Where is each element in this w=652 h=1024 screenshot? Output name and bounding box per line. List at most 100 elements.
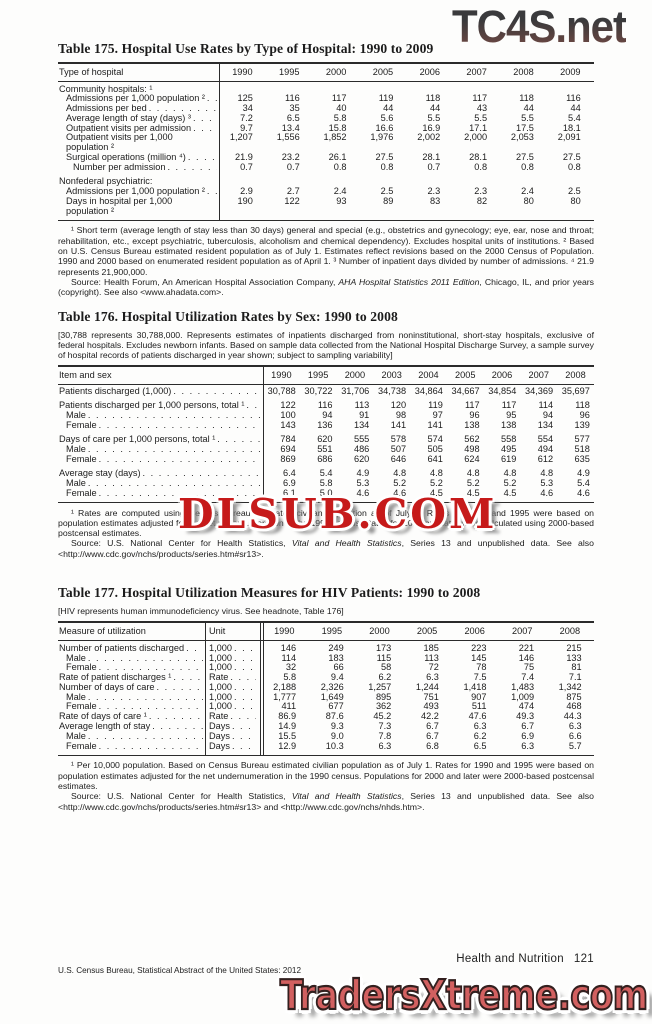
row-label: Male xyxy=(66,653,86,663)
data-cell: 1,009 xyxy=(511,692,535,702)
data-cell: 5.5 xyxy=(427,113,441,123)
data-cell: 4.8 xyxy=(430,469,443,479)
row-label-cell: Admissions per 1,000 population ² xyxy=(58,94,219,104)
source-text: Source: Health Forum, An American Hospit… xyxy=(71,276,339,287)
row-label: Outpatient visits per 1,000 population ² xyxy=(66,133,173,153)
dot-leader xyxy=(234,644,256,654)
data-cell: 5.2 xyxy=(393,478,407,488)
data-cell: 117 xyxy=(501,401,517,411)
data-cell: 7.1 xyxy=(568,673,582,683)
row-label-cell: Female xyxy=(58,742,205,752)
data-cell: 2.4 xyxy=(521,186,534,196)
footnote: ¹ Rates are computed using Census Bureau… xyxy=(58,507,594,539)
watermark-tradersxtreme: TradersXtreme.com xyxy=(279,971,649,1021)
data-cell: 145 xyxy=(471,653,487,663)
table-row: Male 100 94 91 98 97 96 95 94 96 xyxy=(58,411,594,421)
data-cell: 44 xyxy=(570,104,581,114)
data-cell: 118 xyxy=(519,94,534,104)
data-cell: 2,326 xyxy=(320,682,344,692)
row-label-cell: Community hospitals: ¹ xyxy=(58,85,219,95)
row-label-cell: Female xyxy=(58,489,263,499)
table-177-headnote: [HIV represents human immunodeficiency v… xyxy=(58,606,344,616)
data-cell: 4.9 xyxy=(577,469,590,479)
data-cell: 4.5 xyxy=(430,488,443,498)
data-cell: 141 xyxy=(427,421,443,430)
data-cell: 2,002 xyxy=(417,133,441,143)
data-cell: 4.5 xyxy=(503,488,517,498)
row-label-cell: Male xyxy=(58,445,263,455)
table-row: Average stay (days) 6.4 5.4 4.9 4.8 4.8 4.8 4.8… xyxy=(58,469,594,479)
table-row: Male 6.9 5.8 5.3 5.2 5.2 5.2 5.2 5.3 5.4 xyxy=(58,479,594,489)
data-cell: 751 xyxy=(423,692,439,702)
data-cell: 1,649 xyxy=(320,692,344,702)
data-cell: 83 xyxy=(429,196,441,206)
data-cell: 94 xyxy=(322,411,333,421)
unit-value: Days xyxy=(209,722,230,732)
data-cell: 34,738 xyxy=(377,387,407,397)
row-label: Community hospitals: ¹ xyxy=(59,84,153,94)
table-175-title: Table 175. Hospital Use Rates by Type of… xyxy=(58,41,434,56)
column-header: 2006 xyxy=(491,369,513,380)
column-header: 1990 xyxy=(232,67,253,77)
unit-cell: 1,000 xyxy=(205,702,261,712)
source-text: , Series 13 and unpublished data. See al… xyxy=(58,538,594,559)
data-cell: 1,244 xyxy=(415,682,439,692)
dot-leader xyxy=(232,722,256,732)
column-header: 2007 xyxy=(528,369,549,380)
data-cell: 139 xyxy=(574,421,590,430)
unit-value: Rate xyxy=(209,712,229,722)
data-cell: 578 xyxy=(390,435,407,445)
data-cell: 9.7 xyxy=(240,123,253,133)
row-label: Rate of patient discharges ¹ xyxy=(59,673,172,683)
data-cell: 93 xyxy=(336,196,347,206)
source-note: Source: U.S. National Center for Health … xyxy=(58,791,594,812)
data-cell: 577 xyxy=(574,435,590,445)
data-cell: 2,000 xyxy=(464,133,488,143)
dot-leader xyxy=(99,663,203,673)
unit-value: Days xyxy=(209,741,230,751)
data-cell: 0.8 xyxy=(380,162,394,172)
data-cell: 116 xyxy=(317,401,333,411)
data-cell: 183 xyxy=(328,653,344,663)
dot-leader xyxy=(88,732,203,742)
dot-leader xyxy=(149,104,217,114)
row-label-cell: Male xyxy=(58,479,263,489)
data-cell xyxy=(500,85,547,95)
data-cell: 190 xyxy=(237,196,253,206)
table-175: Type of hospital 1990 1995 2000 2005 2006 2007… xyxy=(58,62,594,221)
data-cell: 6.3 xyxy=(426,673,439,683)
data-cell: 2.3 xyxy=(427,186,441,196)
data-cell: 5.6 xyxy=(380,113,394,123)
data-cell: 118 xyxy=(575,401,590,411)
data-cell: 875 xyxy=(566,692,582,702)
row-label-cell: Average stay (days) xyxy=(58,469,263,479)
data-cell: 81 xyxy=(571,663,582,673)
row-label: Male xyxy=(66,731,86,741)
data-cell: 119 xyxy=(378,94,394,104)
data-cell: 44 xyxy=(429,104,441,114)
data-cell: 86.9 xyxy=(278,712,297,722)
data-cell: 9.3 xyxy=(330,722,344,732)
row-label-cell: Admissions per 1,000 population ² xyxy=(58,187,219,197)
table-row: Outpatient visits per 1,000 population ²… xyxy=(58,133,594,153)
column-header: 2005 xyxy=(372,67,394,77)
dot-leader xyxy=(234,683,256,693)
data-cell: 40 xyxy=(336,104,347,114)
data-cell: 411 xyxy=(281,702,297,712)
data-cell: 620 xyxy=(317,435,333,445)
data-cell: 9.0 xyxy=(330,731,344,741)
column-header: Unit xyxy=(209,626,226,637)
table-row: Female 143 136 134 141 141 138 138 134 139 xyxy=(58,421,594,431)
dot-leader xyxy=(143,469,261,479)
table-row: Number of patients discharged 1,000 146 249… xyxy=(58,644,594,654)
column-header: 2005 xyxy=(454,369,476,380)
data-cell: 0.8 xyxy=(567,162,581,172)
row-label: Days of care per 1,000 persons, total ¹ xyxy=(59,435,216,445)
data-cell: 47.6 xyxy=(468,712,487,722)
table-175-footnotes: ¹ Short term (average length of stay les… xyxy=(58,225,594,297)
data-cell: 7.8 xyxy=(378,731,392,741)
unit-value: Days xyxy=(209,731,230,741)
data-cell: 12.9 xyxy=(278,741,297,751)
data-cell: 0.8 xyxy=(333,162,347,172)
column-header: 1990 xyxy=(271,369,292,380)
